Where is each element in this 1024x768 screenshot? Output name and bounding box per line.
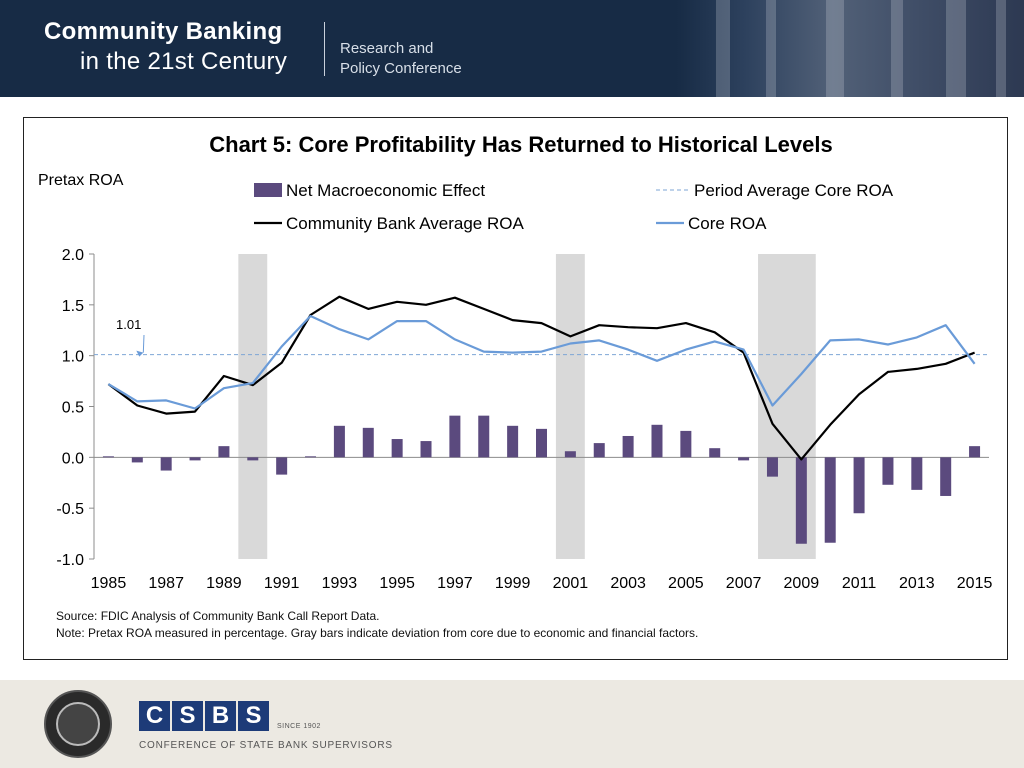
legend-label: Net Macroeconomic Effect <box>286 181 485 200</box>
bar <box>593 443 605 458</box>
legend-swatch <box>254 183 282 197</box>
bar <box>478 415 490 458</box>
x-tick-label: 1999 <box>495 575 531 592</box>
bar <box>738 457 750 461</box>
y-axis-label: Pretax ROA <box>38 172 124 189</box>
federal-reserve-seal-icon <box>44 690 112 758</box>
legend-label: Period Average Core ROA <box>694 181 894 200</box>
chart-container: Chart 5: Core Profitability Has Returned… <box>23 117 1008 660</box>
footer-banner <box>0 680 1024 768</box>
plot-area: 2.0 1.5 1.0 0.5 0.0 -0.5 -1.0 1985 1987 1989 1991 1… <box>56 247 992 592</box>
bar <box>766 457 778 477</box>
bar <box>305 456 317 458</box>
x-tick-label: 2001 <box>553 575 589 592</box>
bar <box>218 446 230 458</box>
annotation-arrowhead <box>136 350 144 357</box>
header-photo <box>676 0 1024 97</box>
bar <box>940 457 952 496</box>
bar <box>131 457 143 463</box>
y-tick-label: 1.5 <box>62 298 84 315</box>
bar <box>795 457 807 544</box>
y-tick-label: -0.5 <box>56 501 84 518</box>
x-tick-label: 2011 <box>842 575 877 592</box>
y-tick-label: 2.0 <box>62 247 84 264</box>
bar <box>882 457 894 485</box>
organization-name: CONFERENCE OF STATE BANK SUPERVISORS <box>139 740 393 751</box>
bar <box>333 425 345 458</box>
bar <box>160 457 172 471</box>
legend-label: Core ROA <box>688 214 767 233</box>
annotation-arrow <box>142 334 145 353</box>
conference-subtitle-line2: Policy Conference <box>340 60 462 77</box>
chart-svg: Chart 5: Core Profitability Has Returned… <box>38 132 992 592</box>
since-label: SINCE 1902 <box>277 723 321 730</box>
header-banner: Community Banking in the 21st Century Re… <box>0 0 1024 97</box>
bar <box>911 457 923 490</box>
conference-title-line2: in the 21st Century <box>80 48 288 75</box>
bar <box>969 446 981 458</box>
conference-subtitle-line1: Research and <box>340 40 434 57</box>
y-tick-label: 0.0 <box>62 450 84 467</box>
bar <box>247 457 259 461</box>
logo-letter: B <box>205 701 236 731</box>
series-line <box>107 314 976 410</box>
bar <box>680 430 692 458</box>
x-tick-label: 2015 <box>957 575 993 592</box>
x-tick-label: 1991 <box>264 575 300 592</box>
bar <box>853 457 865 514</box>
x-tick-label: 1995 <box>379 575 415 592</box>
bar <box>276 457 288 475</box>
legend: Net Macroeconomic Effect Period Average C… <box>254 181 894 233</box>
x-tick-label: 1997 <box>437 575 473 592</box>
chart-title: Chart 5: Core Profitability Has Returned… <box>209 132 832 157</box>
bar <box>536 428 547 458</box>
x-tick-label: 2013 <box>899 575 935 592</box>
source-note: Source: FDIC Analysis of Community Bank … <box>56 609 380 623</box>
x-tick-label: 1993 <box>322 575 358 592</box>
bar <box>507 425 519 458</box>
average-annotation: 1.01 <box>116 317 141 332</box>
x-tick-label: 1987 <box>148 575 184 592</box>
bar <box>449 415 461 458</box>
y-tick-label: -1.0 <box>56 552 84 569</box>
legend-label: Community Bank Average ROA <box>286 214 524 233</box>
logo-letter: S <box>172 701 203 731</box>
csbs-logo: C S B S <box>139 701 269 731</box>
header-divider <box>324 22 325 76</box>
bar <box>824 457 836 543</box>
conference-title-line1: Community Banking <box>44 18 283 45</box>
x-tick-label: 2007 <box>726 575 762 592</box>
logo-letter: S <box>238 701 269 731</box>
y-tick-label: 1.0 <box>62 349 84 366</box>
x-tick-label: 2005 <box>668 575 704 592</box>
bar <box>102 456 114 458</box>
x-tick-label: 1985 <box>91 575 127 592</box>
bar <box>420 441 432 458</box>
x-tick-label: 1989 <box>206 575 242 592</box>
bar <box>622 435 634 458</box>
x-tick-label: 2009 <box>784 575 820 592</box>
bar <box>189 457 201 461</box>
logo-letter: C <box>139 701 170 731</box>
bar <box>564 451 576 458</box>
bar <box>362 427 374 458</box>
footnote: Note: Pretax ROA measured in percentage.… <box>56 626 699 640</box>
bar <box>391 439 403 458</box>
bar <box>709 448 721 458</box>
series-line <box>107 295 975 461</box>
recession-shading <box>555 254 585 559</box>
bar <box>651 424 663 458</box>
recession-shading <box>238 254 268 559</box>
x-tick-label: 2003 <box>610 575 646 592</box>
y-tick-label: 0.5 <box>62 400 84 417</box>
recession-shading <box>758 254 816 559</box>
